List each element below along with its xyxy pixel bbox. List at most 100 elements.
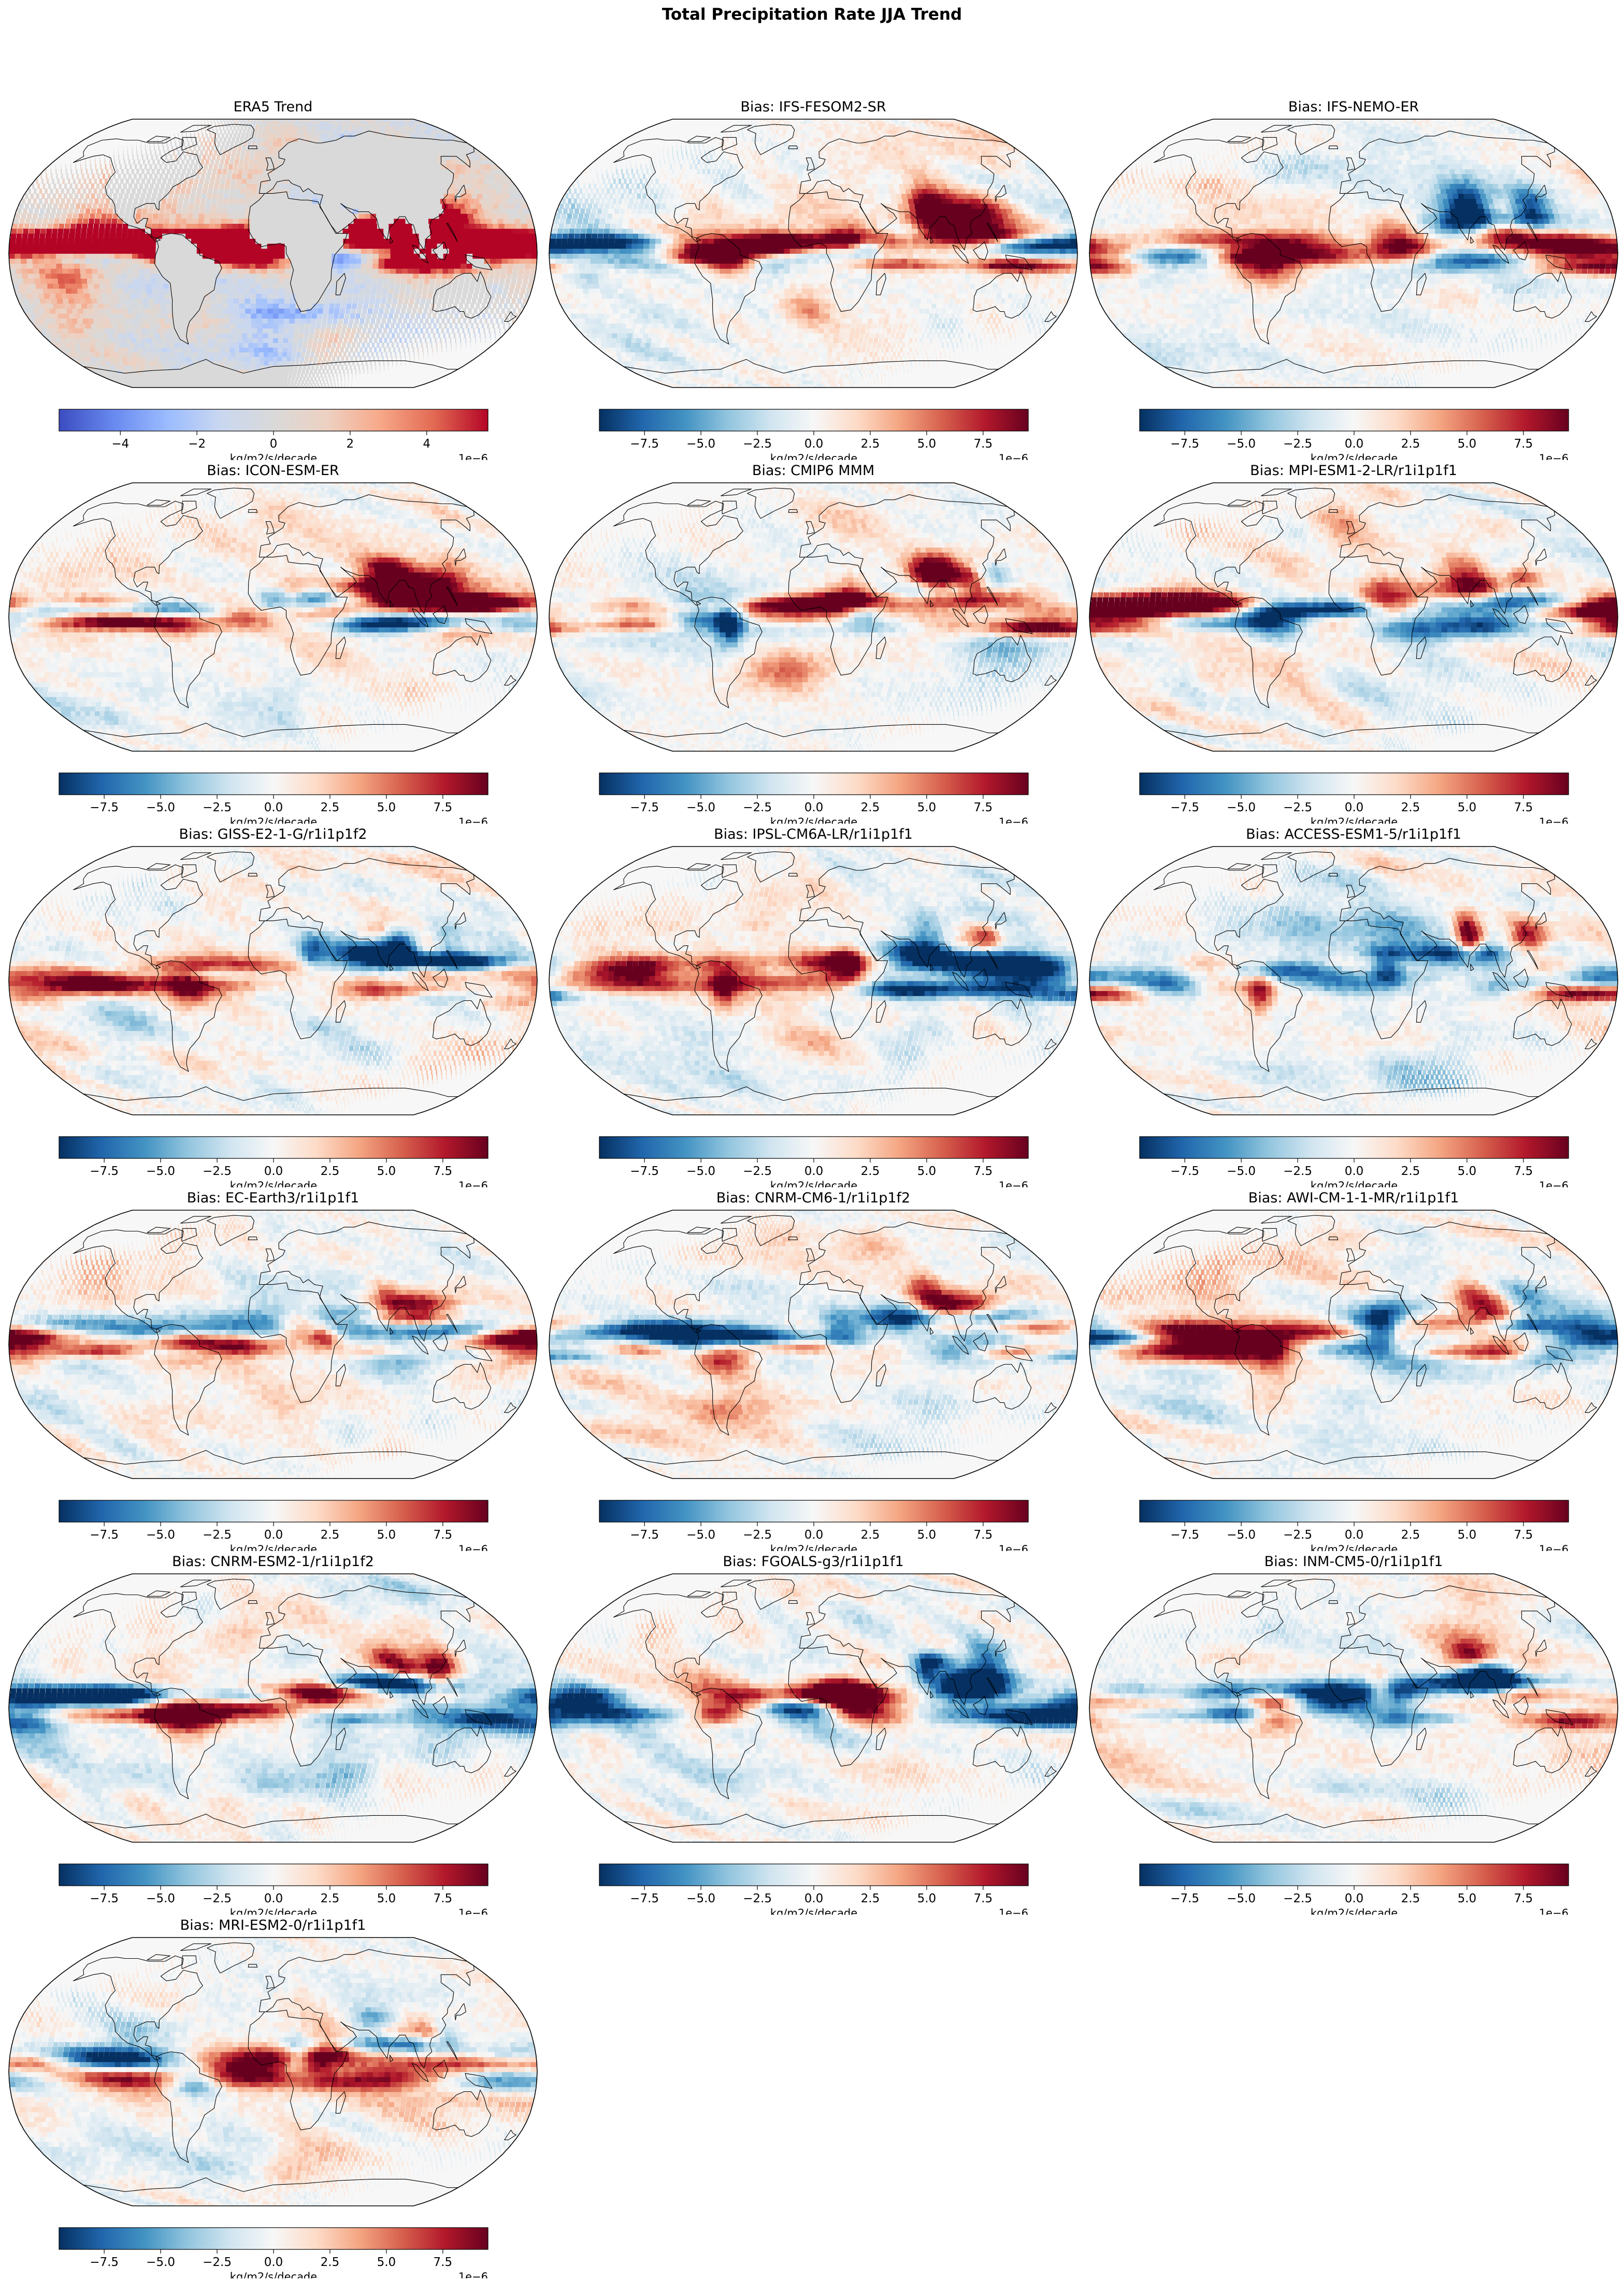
colorbar-label: kg/m2/s/decade [230, 1907, 317, 1915]
map-panel-mpi-esm1-2-lr: Bias: MPI-ESM1-2-LR/r1i1p1f1 −7.5 −5.0 −2.5… [1087, 462, 1620, 825]
colorbar-label: kg/m2/s/decade [230, 816, 317, 824]
colorbar: −7.5 −5.0 −2.5 0.0 2.5 5.0 7.5kg/m2/s/decade 1e… [1087, 772, 1620, 824]
robinson-map [1087, 843, 1620, 1118]
colorbar-tick-label: 5.0 [377, 801, 396, 814]
robinson-map [547, 843, 1080, 1118]
colorbar: −7.5 −5.0 −2.5 0.0 2.5 5.0 7.5kg/m2/s/decade 1e… [547, 1863, 1080, 1915]
colorbar-tick-label: −2 [188, 437, 206, 451]
colorbar-label: kg/m2/s/decade [1311, 816, 1398, 824]
robinson-map [1087, 116, 1620, 391]
colorbar-offset-label: 1e−6 [999, 1543, 1028, 1551]
colorbar-gradient [599, 1500, 1028, 1522]
colorbar: −7.5 −5.0 −2.5 0.0 2.5 5.0 7.5kg/m2/s/decade 1e… [6, 772, 540, 824]
colorbar-tick-label: −7.5 [630, 1892, 659, 1905]
colorbar-tick-label: −5.0 [146, 801, 175, 814]
colorbar-tick-label: 0.0 [804, 801, 824, 814]
panel-title: Bias: IFS-FESOM2-SR [547, 98, 1080, 116]
colorbar-tick-label: 0.0 [804, 1165, 824, 1178]
colorbar-tick-label: −5.0 [686, 1892, 715, 1905]
map-panel-giss-e2-1-g: Bias: GISS-E2-1-G/r1i1p1f2 −7.5 −5.0 −2.5 0.… [6, 826, 540, 1188]
colorbar-tick-label: 2.5 [861, 437, 880, 451]
colorbar-label: kg/m2/s/decade [230, 452, 317, 460]
colorbar-label: kg/m2/s/decade [770, 1543, 857, 1551]
colorbar-tick-label: −2.5 [743, 1165, 772, 1178]
colorbar: −4 −2 0 2 4kg/m2/s/decade 1e−6 [6, 408, 540, 460]
colorbar-label: kg/m2/s/decade [230, 2271, 317, 2278]
colorbar-tick-label: −2.5 [743, 1528, 772, 1542]
colorbar-tick-label: 5.0 [1458, 1165, 1477, 1178]
colorbar-tick-label: −2.5 [1283, 1165, 1312, 1178]
panel-title: Bias: CMIP6 MMM [547, 462, 1080, 480]
colorbar-tick-label: 0.0 [804, 437, 824, 451]
colorbar-tick-label: 5.0 [917, 1892, 937, 1905]
panel-title: Bias: ICON-ESM-ER [6, 462, 540, 480]
colorbar-tick-label: 5.0 [917, 1528, 937, 1542]
colorbar: −7.5 −5.0 −2.5 0.0 2.5 5.0 7.5kg/m2/s/decade 1e… [1087, 408, 1620, 460]
map-panel-mri-esm2-0: Bias: MRI-ESM2-0/r1i1p1f1 −7.5 −5.0 −2.5 0.0… [6, 1917, 540, 2279]
colorbar-tick-label: −7.5 [1170, 1528, 1199, 1542]
figure-title: Total Precipitation Rate JJA Trend [0, 5, 1624, 24]
colorbar-tick-label: −7.5 [90, 801, 119, 814]
colorbar-tick-label: 5.0 [917, 437, 937, 451]
colorbar-offset-label: 1e−6 [999, 816, 1028, 824]
colorbar: −7.5 −5.0 −2.5 0.0 2.5 5.0 7.5kg/m2/s/decade 1e… [6, 2227, 540, 2278]
map-field [6, 1934, 540, 2209]
map-panel-cnrm-cm6-1: Bias: CNRM-CM6-1/r1i1p1f2 −7.5 −5.0 −2.5 0.0… [547, 1189, 1080, 1552]
map-panel-ifs-fesom2-sr: Bias: IFS-FESOM2-SR −7.5 −5.0 −2.5 0.0 2.5 5.0… [547, 98, 1080, 461]
map-field [547, 1571, 1080, 1845]
robinson-map [547, 116, 1080, 391]
colorbar-tick-label: −5.0 [686, 437, 715, 451]
colorbar-tick-label: 2.5 [321, 2256, 340, 2269]
map-field [1087, 843, 1620, 1118]
colorbar: −7.5 −5.0 −2.5 0.0 2.5 5.0 7.5kg/m2/s/decade 1e… [6, 1863, 540, 1915]
colorbar-tick-label: −2.5 [743, 1892, 772, 1905]
colorbar-gradient [1140, 409, 1569, 431]
colorbar-tick-label: 7.5 [974, 1165, 993, 1178]
robinson-map [6, 1571, 540, 1845]
colorbar-tick-label: 2.5 [861, 801, 880, 814]
colorbar-offset-label: 1e−6 [999, 1907, 1028, 1915]
map-panel-inm-cm5-0: Bias: INM-CM5-0/r1i1p1f1 −7.5 −5.0 −2.5 0.0 2… [1087, 1553, 1620, 1916]
colorbar-label: kg/m2/s/decade [230, 1180, 317, 1187]
panel-title: Bias: EC-Earth3/r1i1p1f1 [6, 1189, 540, 1207]
colorbar-tick-label: 0.0 [1345, 801, 1364, 814]
colorbar-tick-label: 0.0 [1345, 1165, 1364, 1178]
colorbar-tick-label: −2.5 [1283, 437, 1312, 451]
colorbar-tick-label: 0.0 [264, 1165, 283, 1178]
colorbar-offset-label: 1e−6 [458, 1543, 488, 1551]
colorbar-tick-label: −7.5 [1170, 437, 1199, 451]
colorbar-tick-label: 0.0 [264, 1528, 283, 1542]
colorbar-gradient [599, 409, 1028, 431]
colorbar-offset-label: 1e−6 [458, 2271, 488, 2278]
colorbar-tick-label: −5.0 [1227, 437, 1256, 451]
colorbar-tick-label: 2.5 [1401, 801, 1420, 814]
colorbar-tick-label: 5.0 [377, 1165, 396, 1178]
map-panel-access-esm1-5: Bias: ACCESS-ESM1-5/r1i1p1f1 −7.5 −5.0 −2.5… [1087, 826, 1620, 1188]
colorbar-tick-label: 0.0 [1345, 1892, 1364, 1905]
colorbar-tick-label: 7.5 [1514, 801, 1533, 814]
colorbar-tick-label: 2.5 [321, 1528, 340, 1542]
colorbar: −7.5 −5.0 −2.5 0.0 2.5 5.0 7.5kg/m2/s/decade 1e… [547, 772, 1080, 824]
colorbar-tick-label: −7.5 [1170, 801, 1199, 814]
map-field [6, 1571, 540, 1845]
colorbar-tick-label: 7.5 [1514, 1892, 1533, 1905]
map-panel-ec-earth3: Bias: EC-Earth3/r1i1p1f1 −7.5 −5.0 −2.5 0.0 2… [6, 1189, 540, 1552]
colorbar-label: kg/m2/s/decade [770, 1180, 857, 1187]
colorbar-offset-label: 1e−6 [458, 816, 488, 824]
map-panel-fgoals-g3: Bias: FGOALS-g3/r1i1p1f1 −7.5 −5.0 −2.5 0.0 2… [547, 1553, 1080, 1916]
colorbar-tick-label: 7.5 [1514, 437, 1533, 451]
colorbar-offset-label: 1e−6 [1539, 452, 1569, 460]
colorbar-tick-label: 0.0 [1345, 1528, 1364, 1542]
colorbar: −7.5 −5.0 −2.5 0.0 2.5 5.0 7.5kg/m2/s/decade 1e… [1087, 1863, 1620, 1915]
robinson-map [6, 843, 540, 1118]
colorbar-tick-label: 7.5 [434, 1165, 453, 1178]
panel-title: Bias: ACCESS-ESM1-5/r1i1p1f1 [1087, 826, 1620, 843]
colorbar-tick-label: 4 [423, 437, 430, 451]
colorbar-tick-label: −5.0 [146, 2256, 175, 2269]
colorbar: −7.5 −5.0 −2.5 0.0 2.5 5.0 7.5kg/m2/s/decade 1e… [547, 408, 1080, 460]
colorbar-tick-label: 0 [270, 437, 278, 451]
colorbar-tick-label: −2.5 [743, 437, 772, 451]
map-panel-awi-cm-1-1-mr: Bias: AWI-CM-1-1-MR/r1i1p1f1 −7.5 −5.0 −2.5… [1087, 1189, 1620, 1552]
colorbar-tick-label: −5.0 [146, 1165, 175, 1178]
colorbar-tick-label: −2.5 [203, 1528, 232, 1542]
